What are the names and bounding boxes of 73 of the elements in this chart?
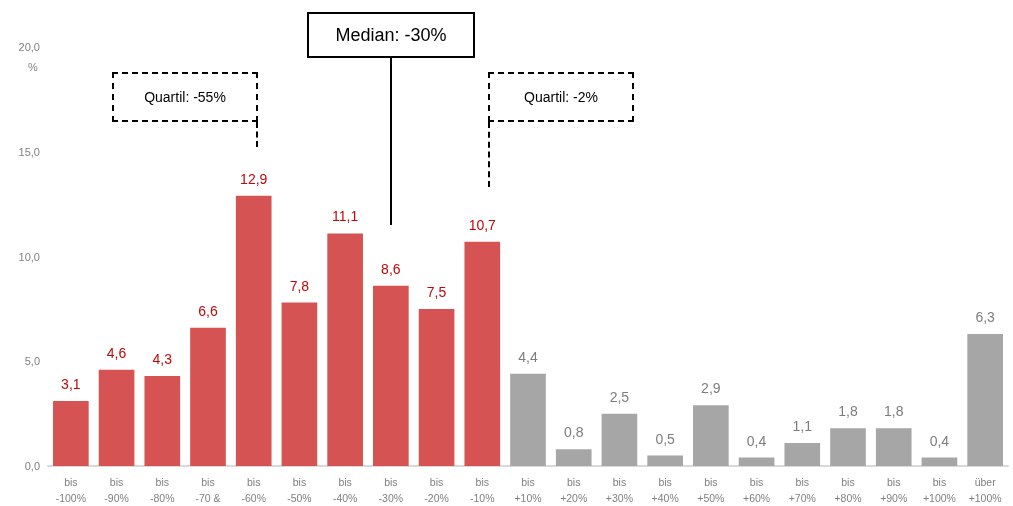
x-tick-label: bis +50% — [697, 476, 725, 504]
x-tick-label: bis +80% — [834, 476, 862, 504]
data-label: 10,7 — [468, 216, 497, 233]
bar — [693, 405, 729, 466]
x-tick-label: bis -60% — [241, 476, 266, 504]
callout: Quartil: -2% — [488, 72, 634, 187]
bar — [875, 428, 912, 466]
x-tick-label: bis -70 & — [195, 476, 221, 504]
data-label: 8,6 — [381, 260, 401, 277]
y-tick-label: 15,0 — [18, 145, 40, 158]
x-tick-label: über +100% — [968, 476, 1002, 504]
annotation: Quartil: -55% — [112, 72, 258, 122]
data-label: 3,1 — [61, 376, 81, 393]
x-tick-label: bis -20% — [424, 476, 449, 504]
data-label: 6,3 — [975, 309, 996, 326]
data-label: 7,5 — [426, 283, 447, 300]
data-label: 0,4 — [929, 432, 950, 449]
x-tick-label: bis +90% — [880, 476, 908, 504]
data-label: 2,9 — [701, 380, 721, 397]
data-label: 12,9 — [240, 170, 268, 187]
x-tick-label: bis -40% — [332, 476, 358, 504]
x-tick-label: bis -30% — [378, 476, 404, 504]
x-tick-label: bis -90% — [104, 476, 129, 504]
x-tick-label: bis +40% — [651, 476, 679, 504]
bar — [98, 369, 135, 466]
data-label: 0,5 — [655, 430, 676, 447]
bar — [510, 373, 546, 466]
bar — [601, 413, 638, 466]
bar — [373, 285, 409, 466]
y-tick-label: 5,0 — [24, 355, 40, 368]
x-tick-label: bis +10% — [514, 476, 542, 504]
callout: Quartil: -55% — [112, 72, 258, 147]
bar — [555, 449, 592, 466]
data-label: 0,8 — [563, 424, 584, 441]
y-tick-label: 0,0 — [24, 460, 40, 472]
data-label: 4,4 — [518, 348, 538, 365]
bar — [967, 334, 1003, 466]
data-label: 4,6 — [106, 344, 127, 361]
x-tick-label: bis -50% — [287, 476, 312, 504]
x-tick-label: bis -10% — [470, 476, 495, 504]
x-tick-label: bis +70% — [788, 476, 816, 504]
bar — [418, 308, 455, 466]
bar — [190, 327, 226, 466]
data-label: 2,5 — [609, 388, 630, 405]
bar — [647, 455, 683, 466]
data-label: 6,6 — [198, 302, 218, 319]
data-label: 7,8 — [289, 277, 310, 294]
bar — [144, 375, 181, 466]
x-tick-label: bis +30% — [605, 476, 634, 504]
bar — [738, 457, 775, 466]
bar — [784, 442, 821, 466]
bar — [53, 401, 89, 466]
x-tick-label: bis -100% — [55, 476, 87, 504]
bar — [281, 302, 318, 466]
y-axis-title: % — [28, 61, 38, 73]
x-tick-label: bis +20% — [560, 476, 588, 504]
x-tick-label: bis +60% — [742, 476, 771, 504]
y-tick-label: 20,0 — [18, 41, 40, 53]
bar — [921, 457, 958, 466]
y-tick-label: 10,0 — [18, 250, 40, 263]
data-label: 4,3 — [152, 350, 173, 367]
bar — [327, 233, 363, 466]
annotation: Quartil: -2% — [488, 72, 634, 122]
data-label: 11,1 — [332, 208, 359, 225]
bar — [464, 241, 501, 466]
bar — [235, 195, 272, 466]
bar — [830, 428, 866, 466]
data-label: 1,1 — [792, 417, 813, 434]
data-label: 0,4 — [746, 432, 767, 449]
data-label: 1,8 — [838, 403, 858, 420]
data-label: 1,8 — [883, 403, 904, 420]
x-tick-label: bis +100% — [922, 476, 956, 504]
x-tick-label: bis -80% — [150, 476, 175, 504]
